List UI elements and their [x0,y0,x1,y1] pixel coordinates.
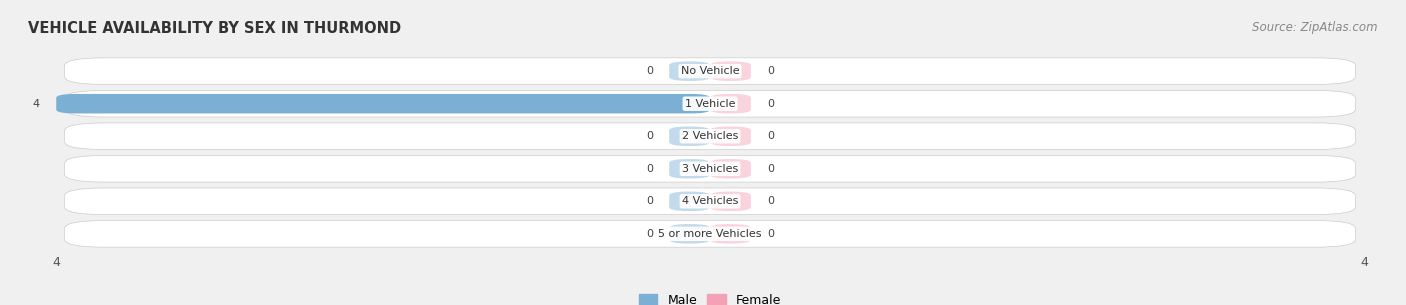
Text: 2 Vehicles: 2 Vehicles [682,131,738,141]
Text: 0: 0 [768,99,775,109]
FancyBboxPatch shape [710,192,751,211]
FancyBboxPatch shape [669,127,710,146]
Text: 0: 0 [645,131,652,141]
FancyBboxPatch shape [65,90,1355,117]
FancyBboxPatch shape [710,61,751,81]
Text: 5 or more Vehicles: 5 or more Vehicles [658,229,762,239]
FancyBboxPatch shape [710,127,751,146]
Text: 0: 0 [645,66,652,76]
Legend: Male, Female: Male, Female [634,289,786,305]
FancyBboxPatch shape [669,224,710,244]
FancyBboxPatch shape [669,159,710,178]
Text: 0: 0 [645,164,652,174]
Text: 1 Vehicle: 1 Vehicle [685,99,735,109]
Text: 0: 0 [768,164,775,174]
Text: Source: ZipAtlas.com: Source: ZipAtlas.com [1253,21,1378,34]
FancyBboxPatch shape [669,192,710,211]
FancyBboxPatch shape [56,94,710,113]
Text: 0: 0 [645,196,652,206]
Text: 0: 0 [645,229,652,239]
Text: 3 Vehicles: 3 Vehicles [682,164,738,174]
Text: 0: 0 [768,66,775,76]
FancyBboxPatch shape [65,188,1355,215]
Text: 0: 0 [768,196,775,206]
FancyBboxPatch shape [710,159,751,178]
FancyBboxPatch shape [65,58,1355,84]
FancyBboxPatch shape [65,156,1355,182]
FancyBboxPatch shape [65,123,1355,149]
FancyBboxPatch shape [669,61,710,81]
Text: 0: 0 [768,131,775,141]
Text: 4: 4 [32,99,39,109]
Text: VEHICLE AVAILABILITY BY SEX IN THURMOND: VEHICLE AVAILABILITY BY SEX IN THURMOND [28,21,401,36]
FancyBboxPatch shape [65,221,1355,247]
FancyBboxPatch shape [710,94,751,113]
Text: 0: 0 [768,229,775,239]
Text: No Vehicle: No Vehicle [681,66,740,76]
Text: 4 Vehicles: 4 Vehicles [682,196,738,206]
FancyBboxPatch shape [710,224,751,244]
